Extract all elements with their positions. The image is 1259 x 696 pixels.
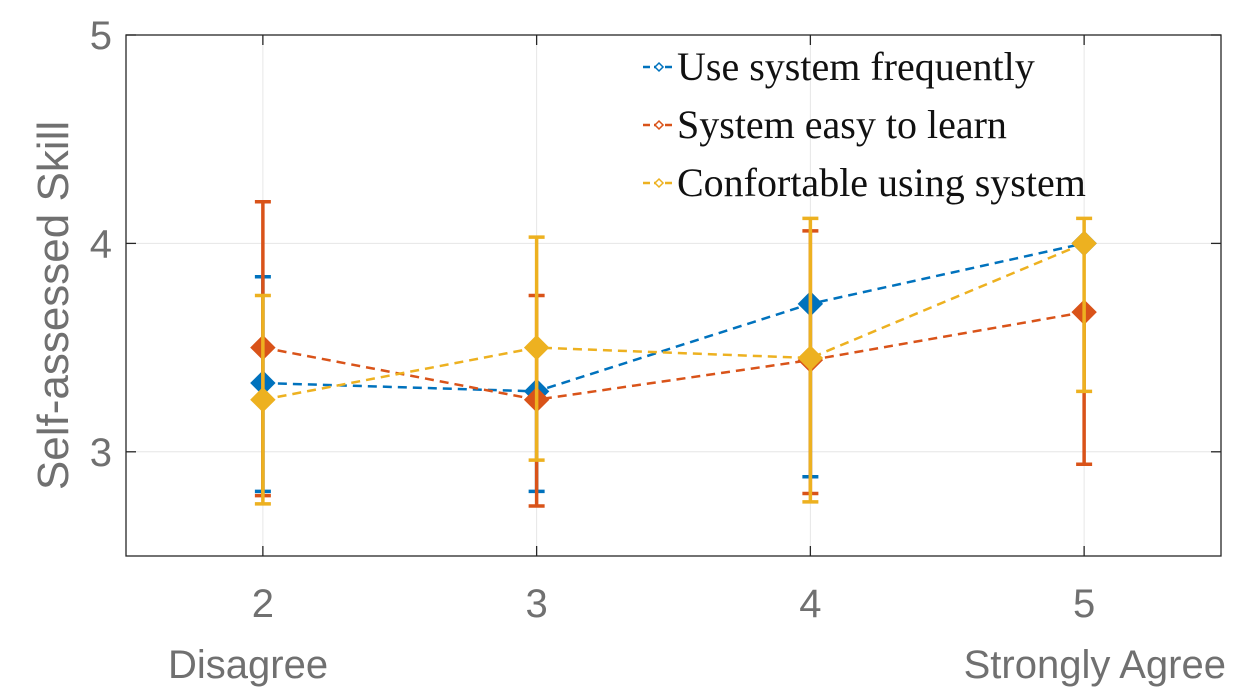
axis-ticks (126, 34, 1221, 556)
data-point (1071, 230, 1097, 257)
series-3 (250, 216, 1097, 506)
category-label: Disagree (168, 643, 328, 687)
series-line (262, 242, 1085, 393)
axis-labels: 2 3 4 5 3 4 5 Disagree Strongly Agree (90, 14, 1226, 687)
legend-swatch-marker (653, 177, 665, 189)
series-line (262, 242, 1085, 401)
series-1 (250, 230, 1097, 494)
x-tick-label: 5 (1073, 582, 1095, 626)
y-axis-label: Self-assessed Skill (29, 121, 78, 490)
legend: Use system frequently System easy to lear… (643, 44, 1086, 205)
legend-label: Use system frequently (677, 44, 1035, 89)
legend-label: System easy to learn (677, 102, 1007, 147)
data-point (250, 386, 276, 413)
grid (126, 34, 1221, 556)
legend-label: Confortable using system (677, 160, 1086, 205)
category-label: Strongly Agree (964, 643, 1226, 687)
y-tick-label: 5 (90, 14, 112, 58)
series-2 (250, 199, 1097, 508)
x-tick-label: 3 (526, 582, 548, 626)
legend-entry: Confortable using system (643, 160, 1086, 205)
plot-frame (125, 34, 1222, 557)
data-point (797, 345, 824, 371)
legend-swatch-marker (653, 119, 665, 131)
data-point (523, 334, 550, 361)
legend-entry: Use system frequently (643, 44, 1035, 89)
x-tick-label: 2 (252, 582, 274, 626)
x-tick-label: 4 (799, 582, 821, 626)
legend-entry: System easy to learn (643, 102, 1007, 147)
y-tick-label: 4 (90, 222, 112, 266)
legend-swatch-marker (653, 61, 665, 73)
y-tick-label: 3 (90, 431, 112, 475)
series (250, 199, 1097, 508)
